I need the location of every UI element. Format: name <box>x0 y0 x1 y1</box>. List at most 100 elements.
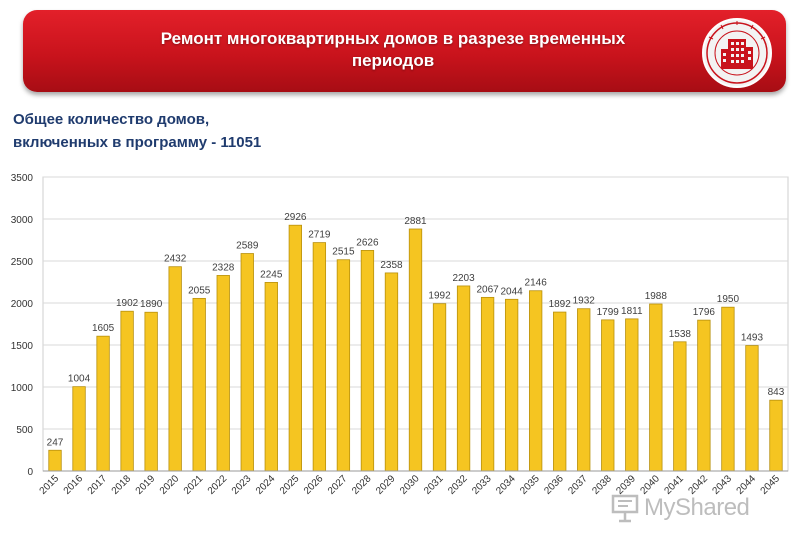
bar <box>240 253 254 472</box>
x-tick-label: 2023 <box>230 473 254 497</box>
x-tick-label: 2031 <box>422 473 446 497</box>
data-label: 1796 <box>693 307 716 318</box>
data-label: 247 <box>47 437 64 448</box>
total-houses-caption: Общее количество домов, включенных в про… <box>13 111 262 151</box>
y-tick-label: 0 <box>27 467 33 478</box>
data-label: 2146 <box>525 278 548 289</box>
bar <box>625 318 639 472</box>
watermark: MyShared <box>608 490 788 526</box>
data-label: 2203 <box>452 273 475 284</box>
bar <box>288 224 302 472</box>
data-label: 1902 <box>116 298 139 309</box>
bar <box>96 335 110 472</box>
bar <box>529 290 543 472</box>
bar <box>264 282 278 472</box>
bar <box>192 297 206 472</box>
header-banner: Ремонт многоквартирных домов в разрезе в… <box>23 10 786 92</box>
bar <box>432 303 447 472</box>
bar <box>673 341 687 472</box>
data-label: 2358 <box>380 260 403 271</box>
bar <box>216 275 230 472</box>
data-label: 1890 <box>140 299 163 310</box>
bar <box>553 311 567 472</box>
data-label: 1493 <box>741 333 764 344</box>
data-label: 1992 <box>428 291 451 302</box>
data-label: 2328 <box>212 262 235 273</box>
x-tick-label: 2018 <box>110 473 134 497</box>
x-tick-label: 2016 <box>62 473 86 497</box>
x-tick-label: 2021 <box>182 473 206 497</box>
x-tick-label: 2037 <box>566 473 590 497</box>
bar <box>504 298 519 472</box>
x-tick-label: 2015 <box>38 473 62 497</box>
x-tick-label: 2020 <box>158 473 182 497</box>
data-label: 1538 <box>669 329 692 340</box>
bar <box>697 319 711 472</box>
bar <box>312 242 327 472</box>
data-label: 2881 <box>404 216 427 227</box>
x-tick-label: 2019 <box>134 473 158 497</box>
x-tick-label: 2025 <box>278 473 302 497</box>
data-label: 1811 <box>621 306 643 317</box>
x-tick-label: 2035 <box>518 473 542 497</box>
data-label: 1892 <box>549 299 572 310</box>
data-label: 1988 <box>645 291 668 302</box>
bar-chart: 0 500 1000 1500 2000 2500 3000 3500 247 2015 1004 2… <box>11 173 789 497</box>
data-label: 2067 <box>476 284 499 295</box>
data-label: 1004 <box>68 374 91 385</box>
data-label: 2044 <box>501 286 524 297</box>
bar <box>144 311 158 472</box>
bar <box>336 259 351 472</box>
bar <box>456 285 471 472</box>
y-tick-label: 2000 <box>11 299 34 310</box>
y-tick-label: 2500 <box>11 257 34 268</box>
data-label: 2245 <box>260 269 283 280</box>
data-label: 2055 <box>188 285 211 296</box>
x-tick-label: 2034 <box>494 473 518 497</box>
x-tick-label: 2024 <box>254 473 278 497</box>
bar <box>577 308 591 472</box>
x-tick-label: 2029 <box>374 473 398 497</box>
data-label: 2589 <box>236 241 259 252</box>
y-tick-label: 1500 <box>11 341 34 352</box>
x-tick-label: 2026 <box>302 473 326 497</box>
bar <box>480 296 495 472</box>
bar <box>120 310 134 472</box>
bar <box>769 399 783 472</box>
data-label: 1605 <box>92 323 115 334</box>
x-tick-label: 2033 <box>470 473 494 497</box>
watermark-text: MyShared <box>644 494 750 521</box>
x-tick-label: 2032 <box>446 473 470 497</box>
data-label: 2926 <box>284 212 307 223</box>
bar <box>649 303 663 472</box>
bar <box>721 306 735 472</box>
y-tick-label: 3500 <box>11 173 34 184</box>
x-tick-label: 2028 <box>350 473 374 497</box>
bar <box>745 345 759 472</box>
data-label: 2515 <box>332 247 355 258</box>
y-tick-label: 3000 <box>11 215 34 226</box>
bar <box>48 449 62 472</box>
data-label: 2626 <box>356 237 379 248</box>
data-label: 2719 <box>308 230 331 241</box>
bar <box>408 228 423 472</box>
bar <box>384 272 399 472</box>
data-label: 1799 <box>597 307 620 318</box>
x-tick-label: 2036 <box>542 473 566 497</box>
x-tick-label: 2027 <box>326 473 350 497</box>
bar <box>168 266 182 472</box>
y-tick-label: 500 <box>16 425 33 436</box>
presentation-icon <box>611 494 639 523</box>
data-label: 1950 <box>717 294 740 305</box>
x-tick-label: 2017 <box>86 473 110 497</box>
x-tick-label: 2022 <box>206 473 230 497</box>
data-label: 1932 <box>573 296 596 307</box>
data-label: 843 <box>768 387 785 398</box>
building-seal-icon <box>702 18 772 88</box>
y-tick-label: 1000 <box>11 383 34 394</box>
bar <box>72 386 86 472</box>
data-label: 2432 <box>164 254 187 265</box>
slide-title: Ремонт многоквартирных домов в разрезе в… <box>160 29 626 70</box>
bar <box>360 250 375 472</box>
